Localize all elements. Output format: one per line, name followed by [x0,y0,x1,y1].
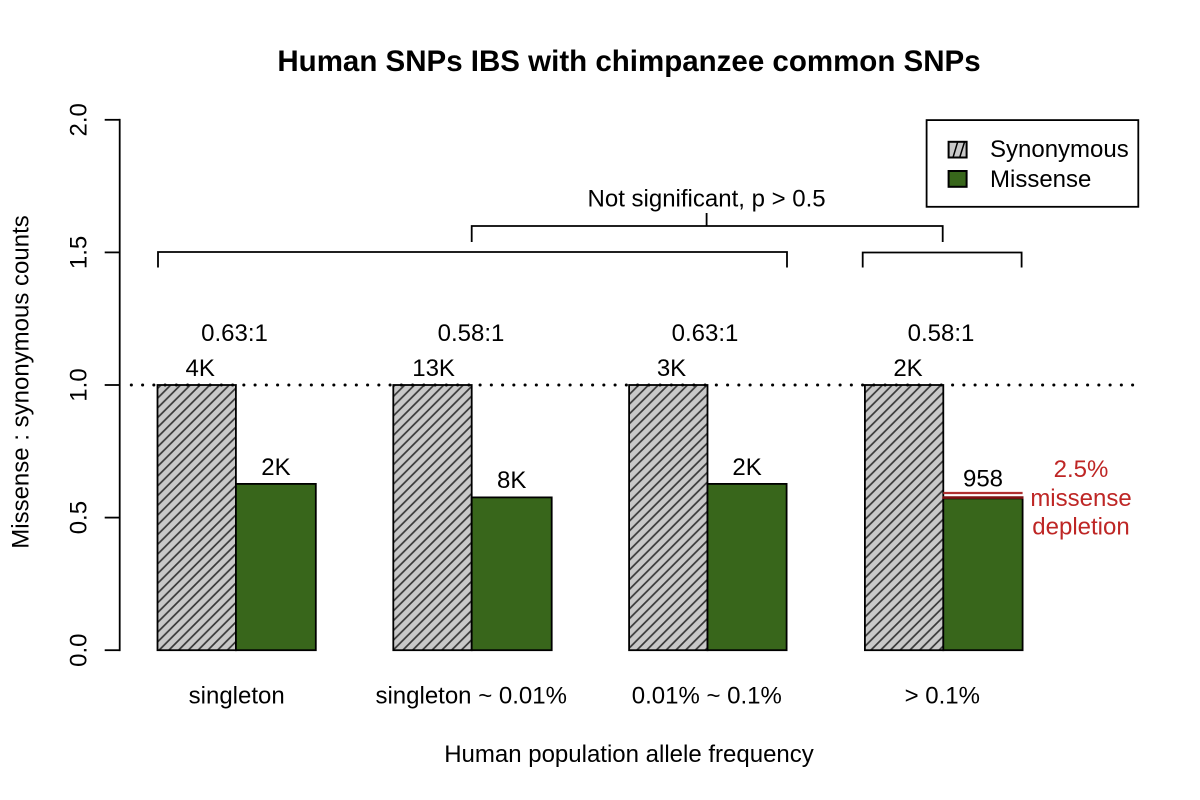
svg-text:0.5: 0.5 [66,501,93,534]
svg-text:> 0.1%: > 0.1% [905,683,980,710]
svg-text:singleton ~ 0.01%: singleton ~ 0.01% [375,683,566,710]
svg-text:4K: 4K [186,355,215,382]
svg-text:0.63:1: 0.63:1 [672,320,739,347]
svg-text:Synonymous: Synonymous [990,136,1129,163]
svg-text:Missense: Missense [990,166,1091,193]
svg-text:0.58:1: 0.58:1 [438,320,505,347]
svg-text:3K: 3K [657,355,686,382]
svg-text:Not significant, p > 0.5: Not significant, p > 0.5 [588,185,826,212]
svg-text:1.0: 1.0 [66,368,93,401]
svg-text:2.0: 2.0 [66,103,93,136]
svg-text:2K: 2K [261,454,290,481]
svg-text:singleton: singleton [189,683,285,710]
svg-text:958: 958 [963,465,1003,492]
svg-text:depletion: depletion [1032,514,1129,541]
svg-text:Human SNPs IBS with chimpanzee: Human SNPs IBS with chimpanzee common SN… [277,45,980,78]
svg-text:missense: missense [1030,485,1131,512]
svg-text:0.63:1: 0.63:1 [201,320,268,347]
svg-text:2K: 2K [893,355,922,382]
svg-text:0.58:1: 0.58:1 [908,320,975,347]
svg-text:0.01% ~ 0.1%: 0.01% ~ 0.1% [632,683,782,710]
svg-text:8K: 8K [497,467,526,494]
svg-text:2K: 2K [732,454,761,481]
svg-text:2.5%: 2.5% [1054,456,1109,483]
svg-text:1.5: 1.5 [66,236,93,269]
svg-text:Missense : synonymous counts: Missense : synonymous counts [8,215,35,548]
svg-text:0.0: 0.0 [66,634,93,667]
svg-text:13K: 13K [412,355,455,382]
svg-text:Human population allele freque: Human population allele frequency [444,741,814,768]
